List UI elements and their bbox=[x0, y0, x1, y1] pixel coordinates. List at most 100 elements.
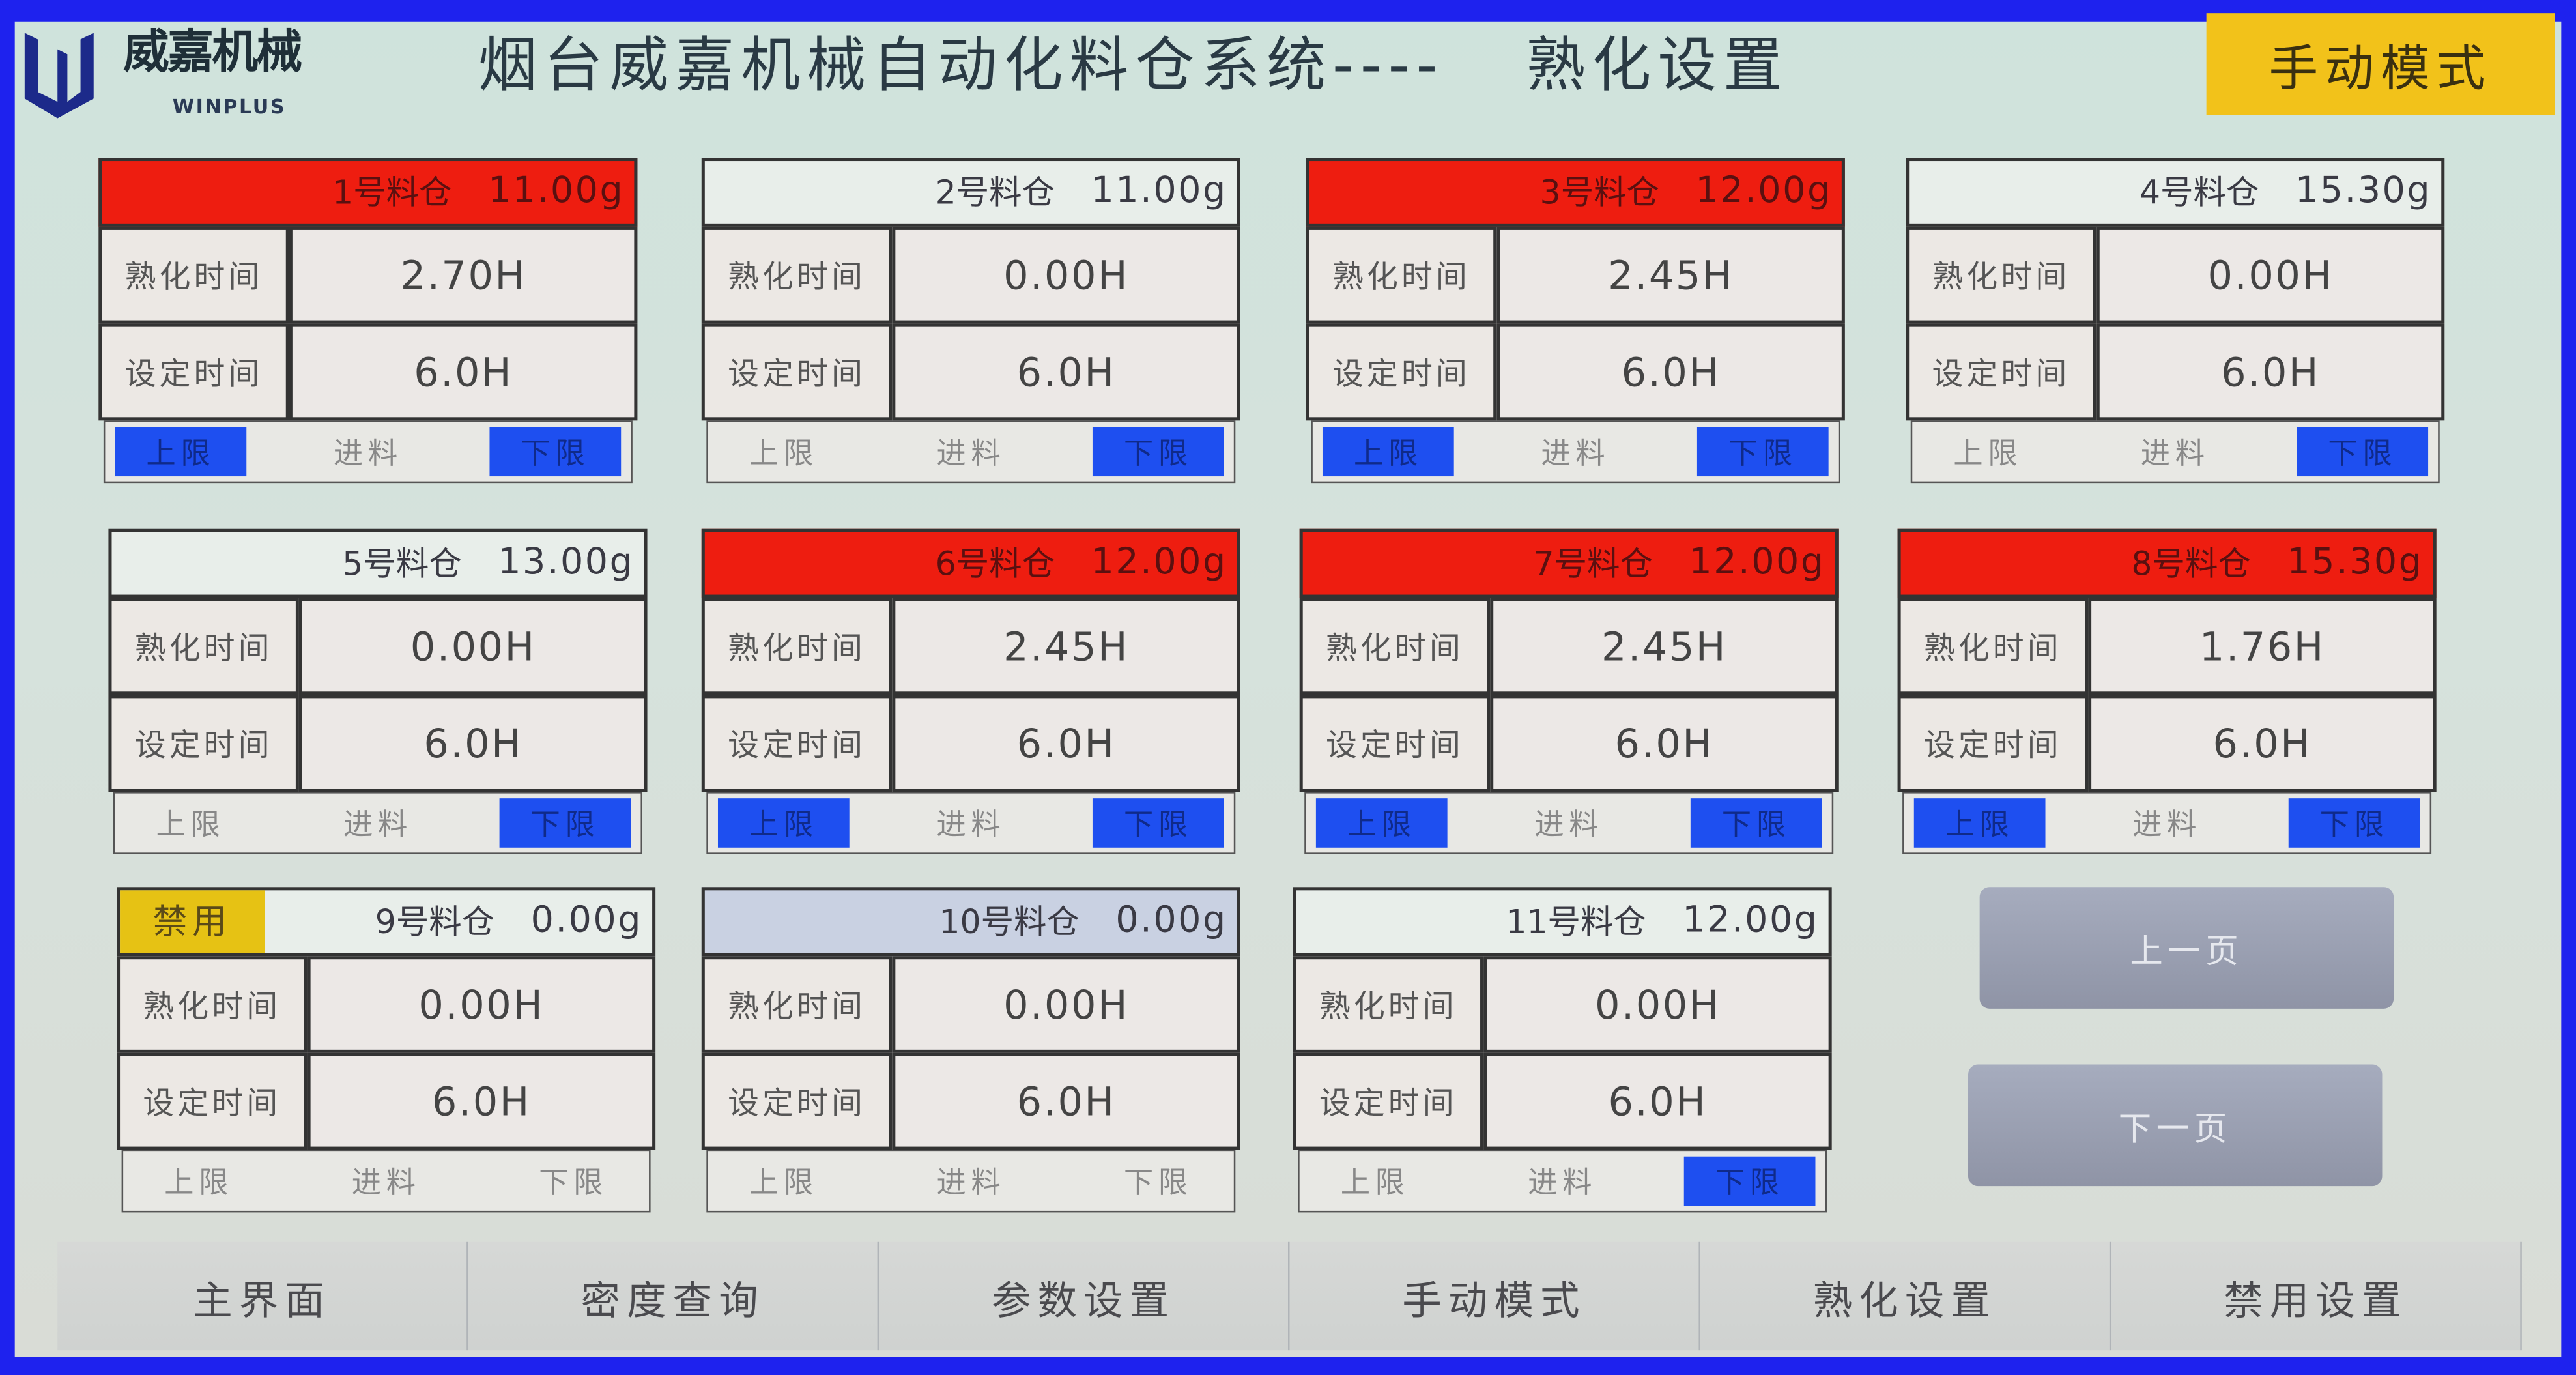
set-time-label: 设定时间 bbox=[117, 1052, 308, 1150]
bin-header: 4号料仓 15.30g bbox=[1906, 158, 2445, 227]
level-indicators: 上限 进料 下限 bbox=[121, 1150, 651, 1213]
level-indicators: 上限 进料 下限 bbox=[1902, 792, 2432, 854]
level-indicators: 上限 进料 下限 bbox=[1298, 1150, 1827, 1213]
bin-header: 7号料仓 12.00g bbox=[1299, 528, 1839, 598]
feed-indicator: 进料 bbox=[936, 437, 1006, 472]
bin-weight: 0.00g bbox=[1115, 900, 1227, 942]
aging-time-value: 2.70H bbox=[289, 226, 638, 324]
page-title: 烟台威嘉机械自动化料仓系统---- 熟化设置 bbox=[478, 31, 1789, 104]
bin-name: 4号料仓 bbox=[2140, 172, 2259, 212]
bin-card: 8号料仓 15.30g 熟化时间 1.76H 设定时间 6.0H 上限 进料 下限 bbox=[1897, 528, 2437, 854]
feed-indicator: 进料 bbox=[2140, 437, 2210, 472]
bin-weight: 12.00g bbox=[1682, 900, 1819, 942]
mode-indicator[interactable]: 手动模式 bbox=[2206, 13, 2555, 115]
bin-weight: 15.30g bbox=[2295, 171, 2432, 212]
aging-time-label: 熟化时间 bbox=[1906, 226, 2097, 324]
bin-weight: 0.00g bbox=[530, 900, 642, 942]
nav-density-query[interactable]: 密度查询 bbox=[468, 1241, 880, 1351]
bottom-nav: 主界面 密度查询 参数设置 手动模式 熟化设置 禁用设置 bbox=[57, 1241, 2522, 1351]
upper-limit-indicator: 上限 bbox=[164, 1166, 234, 1201]
feed-indicator: 进料 bbox=[351, 1166, 421, 1201]
bin-card: 3号料仓 12.00g 熟化时间 2.45H 设定时间 6.0H 上限 进料 下限 bbox=[1306, 158, 1845, 484]
level-indicators: 上限 进料 下限 bbox=[706, 1150, 1236, 1213]
prev-page-button[interactable]: 上一页 bbox=[1979, 887, 2394, 1009]
set-time-input[interactable]: 6.0H bbox=[2088, 695, 2437, 792]
set-time-label: 设定时间 bbox=[1299, 695, 1491, 792]
lower-limit-indicator: 下限 bbox=[1123, 1166, 1193, 1201]
aging-time-label: 熟化时间 bbox=[1897, 598, 2089, 695]
set-time-input[interactable]: 6.0H bbox=[1490, 695, 1839, 792]
next-page-button[interactable]: 下一页 bbox=[1968, 1064, 2383, 1187]
bin-header: 禁用 9号料仓 0.00g bbox=[117, 887, 656, 957]
level-indicators: 上限 进料 下限 bbox=[1304, 792, 1834, 854]
set-time-input[interactable]: 6.0H bbox=[1483, 1052, 1832, 1150]
feed-indicator: 进料 bbox=[2132, 808, 2202, 843]
upper-limit-indicator: 上限 bbox=[1953, 437, 2023, 472]
feed-indicator: 进料 bbox=[1534, 808, 1604, 843]
bin-header: 11号料仓 12.00g bbox=[1293, 887, 1832, 957]
aging-time-label: 熟化时间 bbox=[1293, 956, 1484, 1053]
aging-time-value: 0.00H bbox=[307, 956, 656, 1053]
aging-time-label: 熟化时间 bbox=[701, 598, 893, 695]
set-time-input[interactable]: 6.0H bbox=[289, 323, 638, 421]
bin-card: 7号料仓 12.00g 熟化时间 2.45H 设定时间 6.0H 上限 进料 下限 bbox=[1299, 528, 1839, 854]
bin-header: 6号料仓 12.00g bbox=[701, 528, 1240, 598]
aging-time-value: 0.00H bbox=[298, 598, 648, 695]
set-time-input[interactable]: 6.0H bbox=[298, 695, 648, 792]
bin-card: 11号料仓 12.00g 熟化时间 0.00H 设定时间 6.0H 上限 进料 下限 bbox=[1293, 887, 1832, 1213]
bin-name: 7号料仓 bbox=[1533, 543, 1653, 583]
lower-limit-indicator: 下限 bbox=[1690, 798, 1822, 848]
set-time-label: 设定时间 bbox=[1906, 323, 2097, 421]
feed-indicator: 进料 bbox=[333, 437, 403, 472]
bin-card: 5号料仓 13.00g 熟化时间 0.00H 设定时间 6.0H 上限 进料 下限 bbox=[108, 528, 648, 854]
nav-manual-mode[interactable]: 手动模式 bbox=[1289, 1241, 1700, 1351]
bin-header: 1号料仓 11.00g bbox=[98, 158, 638, 227]
set-time-label: 设定时间 bbox=[108, 695, 299, 792]
bin-card: 10号料仓 0.00g 熟化时间 0.00H 设定时间 6.0H 上限 进料 下限 bbox=[701, 887, 1240, 1213]
bin-card: 2号料仓 11.00g 熟化时间 0.00H 设定时间 6.0H 上限 进料 下限 bbox=[701, 158, 1240, 484]
level-indicators: 上限 进料 下限 bbox=[1311, 420, 1840, 484]
bin-weight: 12.00g bbox=[1091, 542, 1227, 583]
logo-subtext: WINPLUS bbox=[172, 95, 287, 119]
set-time-input[interactable]: 6.0H bbox=[892, 695, 1240, 792]
lower-limit-indicator: 下限 bbox=[1683, 1156, 1816, 1206]
company-logo: 威嘉机械 WINPLUS bbox=[21, 25, 399, 128]
nav-parameter-settings[interactable]: 参数设置 bbox=[879, 1241, 1290, 1351]
set-time-input[interactable]: 6.0H bbox=[892, 323, 1240, 421]
upper-limit-indicator: 上限 bbox=[1340, 1166, 1410, 1201]
disabled-badge[interactable]: 禁用 bbox=[120, 890, 265, 953]
set-time-input[interactable]: 6.0H bbox=[2096, 323, 2445, 421]
bin-name: 10号料仓 bbox=[939, 901, 1080, 942]
feed-indicator: 进料 bbox=[1541, 437, 1610, 472]
level-indicators: 上限 进料 下限 bbox=[113, 792, 642, 854]
set-time-input[interactable]: 6.0H bbox=[307, 1052, 656, 1150]
bin-weight: 12.00g bbox=[1689, 542, 1825, 583]
hmi-screen: 威嘉机械 WINPLUS 烟台威嘉机械自动化料仓系统---- 熟化设置 手动模式 … bbox=[14, 13, 2562, 1357]
bin-header: 2号料仓 11.00g bbox=[701, 158, 1240, 227]
upper-limit-indicator: 上限 bbox=[717, 798, 850, 848]
feed-indicator: 进料 bbox=[936, 1166, 1006, 1201]
lower-limit-indicator: 下限 bbox=[1696, 427, 1829, 477]
nav-main[interactable]: 主界面 bbox=[57, 1241, 468, 1351]
bin-header: 8号料仓 15.30g bbox=[1897, 528, 2437, 598]
set-time-input[interactable]: 6.0H bbox=[1496, 323, 1845, 421]
upper-limit-indicator: 上限 bbox=[156, 808, 225, 843]
upper-limit-indicator: 上限 bbox=[749, 1166, 818, 1201]
aging-time-label: 熟化时间 bbox=[117, 956, 308, 1053]
upper-limit-indicator: 上限 bbox=[1322, 427, 1454, 477]
nav-aging-settings[interactable]: 熟化设置 bbox=[1700, 1241, 2111, 1351]
screen-title: 熟化设置 bbox=[1526, 33, 1790, 100]
lower-limit-indicator: 下限 bbox=[2297, 427, 2429, 477]
bin-weight: 12.00g bbox=[1695, 171, 1832, 212]
bin-card: 4号料仓 15.30g 熟化时间 0.00H 设定时间 6.0H 上限 进料 下限 bbox=[1906, 158, 2445, 484]
set-time-label: 设定时间 bbox=[701, 695, 893, 792]
aging-time-label: 熟化时间 bbox=[98, 226, 289, 324]
upper-limit-indicator: 上限 bbox=[1913, 798, 2046, 848]
aging-time-label: 熟化时间 bbox=[108, 598, 299, 695]
aging-time-value: 1.76H bbox=[2088, 598, 2437, 695]
set-time-input[interactable]: 6.0H bbox=[892, 1052, 1240, 1150]
set-time-label: 设定时间 bbox=[1897, 695, 2089, 792]
nav-disable-settings[interactable]: 禁用设置 bbox=[2111, 1241, 2522, 1351]
upper-limit-indicator: 上限 bbox=[1315, 798, 1448, 848]
bin-header: 10号料仓 0.00g bbox=[701, 887, 1240, 957]
